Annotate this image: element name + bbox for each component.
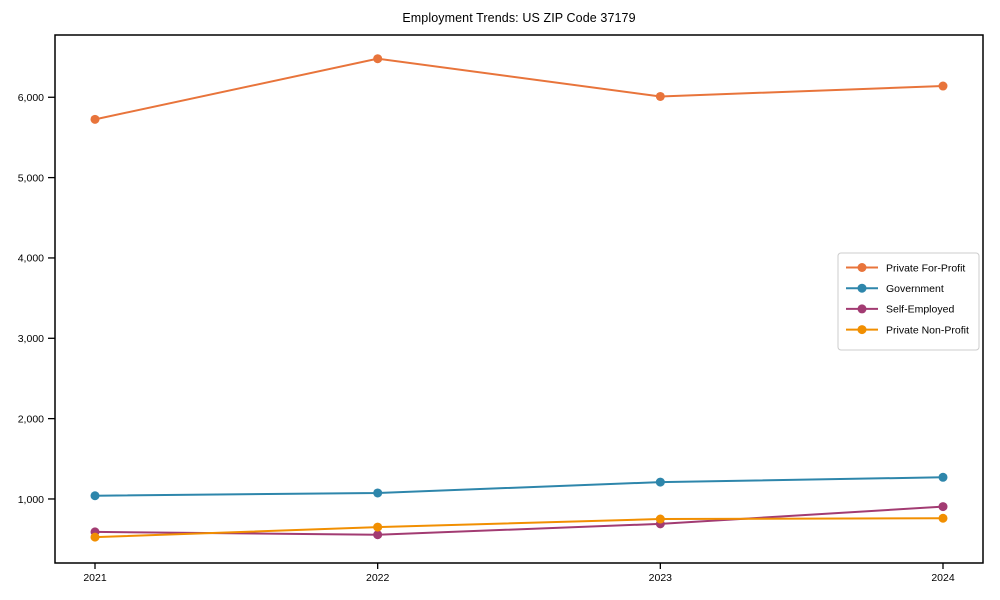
- y-tick-label: 4,000: [18, 253, 44, 265]
- y-tick-label: 3,000: [18, 333, 44, 345]
- plot-border: [54, 34, 984, 564]
- legend-label-self-employed: Self-Employed: [886, 304, 954, 316]
- legend-marker-self-employed: [857, 304, 867, 314]
- series-line-self-employed: [94, 505, 944, 536]
- data-point-private-non-profit: [90, 532, 100, 542]
- data-point-private-non-profit: [373, 522, 383, 532]
- data-point-government: [90, 491, 100, 501]
- data-point-private-non-profit: [655, 514, 665, 524]
- legend-label-government: Government: [886, 283, 944, 295]
- data-point-self-employed: [938, 502, 948, 512]
- data-point-private-for-profit: [90, 114, 100, 124]
- data-point-government: [655, 477, 665, 487]
- data-point-government: [938, 472, 948, 482]
- x-tick-label: 2024: [931, 572, 955, 584]
- chart-title: Employment Trends: US ZIP Code 37179: [402, 11, 636, 25]
- series-line-government: [94, 476, 944, 497]
- data-point-private-non-profit: [938, 513, 948, 523]
- legend-label-private-for-profit: Private For-Profit: [886, 262, 965, 274]
- data-point-private-for-profit: [373, 54, 383, 64]
- legend-box: [837, 252, 980, 351]
- legend-marker-private-for-profit: [857, 263, 867, 272]
- data-point-self-employed: [373, 530, 383, 540]
- legend-marker-government: [857, 283, 867, 293]
- data-point-private-for-profit: [938, 81, 948, 91]
- series-line-private-non-profit: [94, 517, 944, 539]
- y-tick-label: 5,000: [18, 172, 44, 184]
- x-tick-label: 2022: [366, 572, 390, 584]
- legend-label-private-non-profit: Private Non-Profit: [886, 324, 969, 336]
- x-tick-label: 2023: [649, 572, 673, 584]
- data-point-government: [373, 488, 383, 498]
- y-tick-label: 1,000: [18, 494, 44, 506]
- legend-marker-private-non-profit: [857, 325, 867, 335]
- y-tick-label: 2,000: [18, 413, 44, 425]
- data-point-private-for-profit: [655, 91, 665, 101]
- y-tick-label: 6,000: [18, 92, 44, 104]
- series-line-private-for-profit: [94, 57, 944, 121]
- x-tick-label: 2021: [83, 572, 107, 584]
